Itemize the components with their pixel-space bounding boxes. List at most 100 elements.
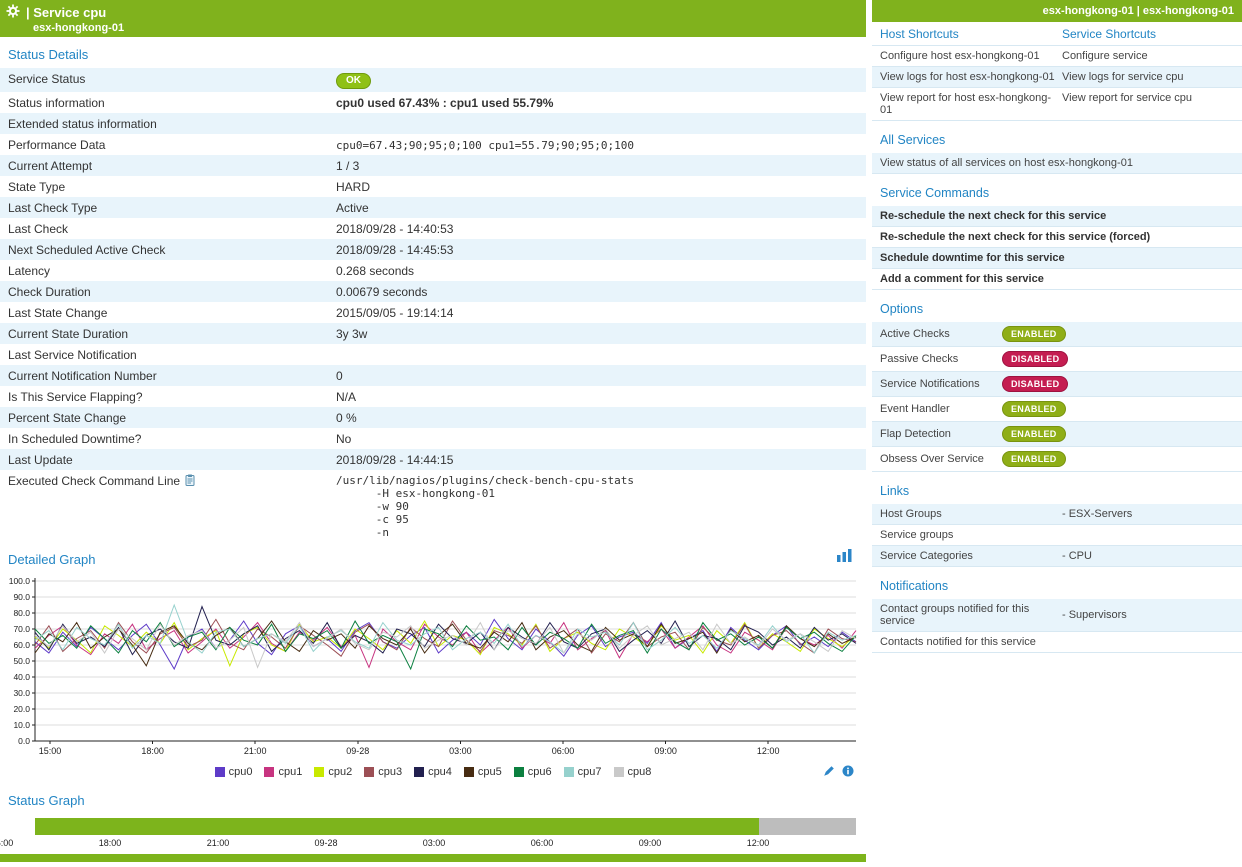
shortcut-row: View report for host esx-hongkong-01 Vie…: [872, 88, 1242, 121]
svg-text:30.0: 30.0: [13, 688, 30, 698]
status-timeline-segment: [35, 818, 759, 835]
shortcuts-table: Configure host esx-hongkong-01 Configure…: [872, 46, 1242, 121]
info-icon[interactable]: [842, 764, 854, 782]
status-row-label: Percent State Change: [8, 411, 126, 425]
shortcut-row: View logs for host esx-hongkong-01 View …: [872, 67, 1242, 88]
option-state-badge[interactable]: DISABLED: [1002, 351, 1068, 367]
option-row: Obsess Over Service ENABLED: [872, 447, 1242, 472]
status-row-value: 0.00679 seconds: [336, 285, 427, 299]
svg-text:15:00: 15:00: [39, 746, 62, 756]
status-detail-row: State Type HARD: [0, 176, 866, 197]
svg-text:21:00: 21:00: [244, 746, 267, 756]
svg-text:18:00: 18:00: [141, 746, 164, 756]
option-label: Active Checks: [880, 328, 1002, 340]
status-row-value: 1 / 3: [336, 159, 359, 173]
link-row: Service groups: [872, 525, 1242, 546]
service-shortcut-link[interactable]: View report for service cpu: [1062, 92, 1192, 116]
option-row: Service Notifications DISABLED: [872, 372, 1242, 397]
link-row: Service Categories - CPU: [872, 546, 1242, 567]
legend-item: cpu7: [564, 766, 602, 778]
host-shortcut-link[interactable]: View report for host esx-hongkong-01: [872, 92, 1062, 116]
svg-text:100.0: 100.0: [9, 576, 31, 586]
svg-text:90.0: 90.0: [13, 592, 30, 602]
service-commands-heading: Service Commands: [872, 174, 1242, 206]
shortcuts-header-row: Host Shortcuts Service Shortcuts: [872, 22, 1242, 46]
sidebar-header-host-service[interactable]: esx-hongkong-01 | esx-hongkong-01: [872, 0, 1242, 22]
status-timeline-bar: [35, 818, 856, 835]
legend-item: cpu1: [264, 766, 302, 778]
legend-swatch: [564, 767, 574, 777]
all-services-link[interactable]: View status of all services on host esx-…: [880, 157, 1133, 169]
link-value[interactable]: - CPU: [1062, 550, 1092, 562]
status-detail-row: Last Check 2018/09/28 - 14:40:53: [0, 218, 866, 239]
service-shortcut-link[interactable]: View logs for service cpu: [1062, 71, 1183, 83]
status-detail-row: Service Status OK: [0, 68, 866, 92]
links-list: Host Groups - ESX-Servers Service groups…: [872, 504, 1242, 567]
status-detail-row: Latency 0.268 seconds: [0, 260, 866, 281]
svg-text:03:00: 03:00: [449, 746, 472, 756]
host-shortcut-link[interactable]: Configure host esx-hongkong-01: [872, 50, 1062, 62]
all-services-heading: All Services: [872, 121, 1242, 153]
gear-icon[interactable]: [6, 4, 20, 21]
svg-text:10.0: 10.0: [13, 720, 30, 730]
page-subtitle-host[interactable]: esx-hongkong-01: [33, 22, 858, 34]
status-detail-row: In Scheduled Downtime? No: [0, 428, 866, 449]
legend-label: cpu3: [378, 766, 402, 778]
clipboard-icon[interactable]: [184, 474, 196, 489]
option-state-badge[interactable]: DISABLED: [1002, 376, 1068, 392]
option-state-badge[interactable]: ENABLED: [1002, 326, 1066, 342]
status-row-value: HARD: [336, 180, 370, 194]
option-label: Flap Detection: [880, 428, 1002, 440]
shortcut-row: Configure host esx-hongkong-01 Configure…: [872, 46, 1242, 67]
status-row-label: Last Check Type: [8, 201, 97, 215]
legend-label: cpu7: [578, 766, 602, 778]
option-label: Event Handler: [880, 403, 1002, 415]
svg-text:06:00: 06:00: [552, 746, 575, 756]
option-state-badge[interactable]: ENABLED: [1002, 426, 1066, 442]
legend-item: cpu8: [614, 766, 652, 778]
status-row-label: Current Attempt: [8, 159, 92, 173]
option-label: Service Notifications: [880, 378, 1002, 390]
service-command-link[interactable]: Add a comment for this service: [880, 273, 1044, 285]
service-command-link[interactable]: Re-schedule the next check for this serv…: [880, 231, 1150, 243]
service-command-link[interactable]: Re-schedule the next check for this serv…: [880, 210, 1106, 222]
status-row-label: Performance Data: [8, 138, 105, 152]
status-detail-row: Performance Data cpu0=67.43;90;95;0;100 …: [0, 134, 866, 155]
svg-text:12:00: 12:00: [757, 746, 780, 756]
option-state-badge[interactable]: ENABLED: [1002, 451, 1066, 467]
status-row-label: Last Check: [8, 222, 68, 236]
host-shortcut-link[interactable]: View logs for host esx-hongkong-01: [872, 71, 1062, 83]
edit-pencil-icon[interactable]: [823, 764, 835, 782]
status-row-label: Is This Service Flapping?: [8, 390, 143, 404]
notification-row: Contact groups notified for this service…: [872, 599, 1242, 632]
legend-swatch: [264, 767, 274, 777]
options-list: Active Checks ENABLED Passive Checks DIS…: [872, 322, 1242, 472]
status-row-value: 2015/09/05 - 19:14:14: [336, 306, 453, 320]
status-row-label: Check Duration: [8, 285, 91, 299]
service-status-badge: OK: [336, 73, 371, 89]
status-row-value: No: [336, 432, 351, 446]
legend-item: cpu6: [514, 766, 552, 778]
legend-swatch: [464, 767, 474, 777]
cpu-usage-chart: 100.090.080.070.060.050.040.030.020.010.…: [0, 575, 862, 761]
page-header: | Service cpu esx-hongkong-01: [0, 0, 866, 37]
option-state-badge[interactable]: ENABLED: [1002, 401, 1066, 417]
legend-item: cpu0: [215, 766, 253, 778]
status-row-value: 2018/09/28 - 14:44:15: [336, 453, 453, 467]
bar-chart-icon[interactable]: [837, 549, 852, 567]
link-label: Host Groups: [880, 508, 1062, 520]
status-row-value: 3y 3w: [336, 327, 367, 341]
status-details-table: Service Status OK Status information cpu…: [0, 68, 866, 542]
status-row-label: Last Update: [8, 453, 73, 467]
notification-value[interactable]: - Supervisors: [1062, 609, 1127, 621]
links-heading: Links: [872, 472, 1242, 504]
status-row-label: Current State Duration: [8, 327, 128, 341]
service-shortcut-link[interactable]: Configure service: [1062, 50, 1148, 62]
legend-item: cpu2: [314, 766, 352, 778]
status-row-label: Extended status information: [8, 117, 157, 131]
link-value[interactable]: - ESX-Servers: [1062, 508, 1132, 520]
status-tick-label: 03:00: [423, 838, 446, 848]
service-command-link[interactable]: Schedule downtime for this service: [880, 252, 1065, 264]
status-detail-row: Extended status information: [0, 113, 866, 134]
status-detail-row: Executed Check Command Line /usr/lib/nag…: [0, 470, 866, 542]
